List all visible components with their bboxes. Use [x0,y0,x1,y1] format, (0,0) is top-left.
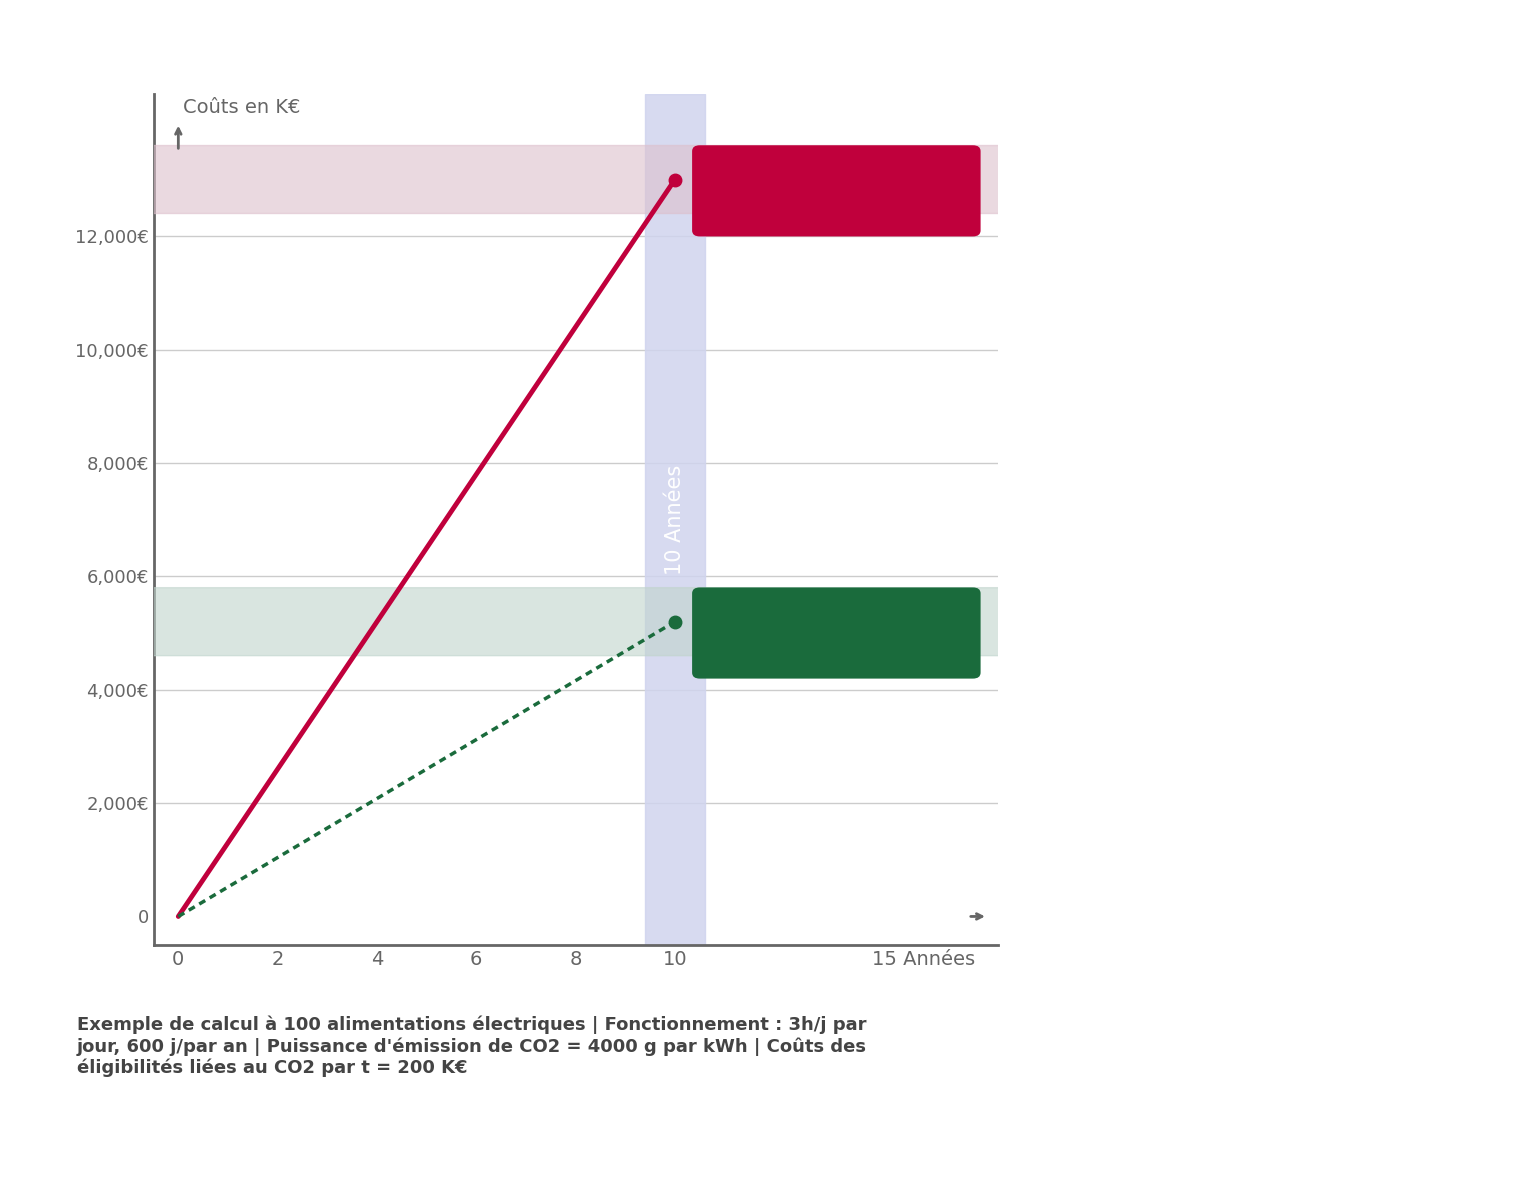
Bar [645,94,705,945]
FancyBboxPatch shape [692,587,981,679]
Text: 10 Années: 10 Années [665,464,685,575]
FancyBboxPatch shape [692,145,981,236]
Text: Coûts en K€: Coûts en K€ [183,98,301,117]
Circle shape [0,145,1535,214]
Text: Exemple de calcul à 100 alimentations électriques | Fonctionnement : 3h/j par
jo: Exemple de calcul à 100 alimentations él… [77,1016,867,1077]
Circle shape [0,588,1535,655]
